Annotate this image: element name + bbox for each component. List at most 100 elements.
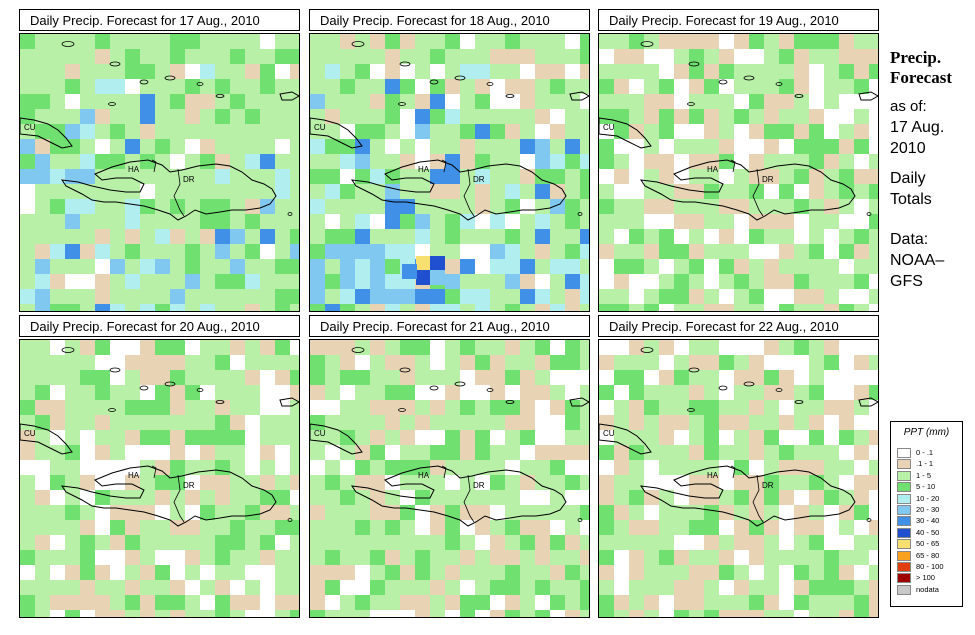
legend-entry: 50 - 65 — [897, 539, 961, 550]
island-outline — [196, 388, 204, 392]
panel-title: Daily Precip. Forecast for 22 Aug., 2010 — [598, 315, 879, 337]
island-outline — [215, 400, 225, 404]
country-border — [730, 465, 764, 523]
as-of-block: as of: 17 Aug. 2010 — [890, 96, 944, 159]
legend-label: nodata — [916, 584, 939, 594]
island-outline — [287, 212, 293, 216]
precip-map: CU HA DR — [309, 33, 590, 312]
precip-map: CU HA DR — [598, 33, 879, 312]
island-outline — [866, 518, 872, 522]
island-outline — [775, 388, 783, 392]
coastline — [639, 159, 856, 221]
country-label: HA — [707, 165, 719, 174]
legend-label: 40 - 50 — [916, 527, 940, 537]
legend-entry: 65 - 80 — [897, 550, 961, 562]
precip-grid: CU HA DR — [310, 34, 589, 311]
country-border — [441, 159, 475, 217]
legend-label: 30 - 40 — [916, 516, 940, 526]
coastline — [310, 117, 363, 149]
legend-entry: 10 - 20 — [897, 493, 961, 505]
island-outline — [486, 82, 494, 86]
precip-grid: CU HA DR — [310, 340, 589, 617]
country-label: CU — [603, 429, 615, 438]
legend-entry: 30 - 40 — [897, 516, 961, 527]
legend-label: 20 - 30 — [916, 505, 940, 514]
country-label: CU — [314, 123, 326, 132]
island-outline — [399, 367, 411, 373]
panel-title: Daily Precip. Forecast for 20 Aug., 2010 — [19, 315, 300, 337]
totals-line: Totals — [890, 191, 932, 208]
panel-title: Daily Precip. Forecast for 21 Aug., 2010 — [309, 315, 590, 337]
island-outline — [139, 385, 149, 391]
panel-title: Daily Precip. Forecast for 18 Aug., 2010 — [309, 9, 590, 31]
coastline — [60, 465, 277, 527]
legend-label: 5 - 10 — [916, 482, 936, 492]
island-outline — [429, 385, 439, 391]
island-outline — [196, 82, 204, 86]
island-outline — [688, 367, 700, 373]
precip-grid: CU HA DR — [20, 34, 299, 311]
legend-swatch — [897, 493, 911, 504]
precip-map: CU HA DR — [598, 339, 879, 618]
island-outline — [718, 385, 728, 391]
legend-entry: 5 - 10 — [897, 482, 961, 493]
coastline — [20, 117, 73, 149]
legend-label: 0 - .1 — [916, 448, 934, 457]
island-outline — [505, 94, 515, 98]
island-outline — [139, 79, 149, 85]
island-outline — [454, 75, 466, 81]
totals-block: Daily Totals — [890, 168, 932, 210]
legend-swatch — [897, 459, 911, 470]
island-outline — [109, 367, 121, 373]
island-outline — [398, 102, 406, 106]
island-outline — [215, 94, 225, 98]
country-border — [151, 159, 185, 217]
island-outline — [640, 347, 654, 353]
totals-line: Daily — [890, 170, 926, 187]
coastline — [350, 465, 567, 527]
legend-entry: 80 - 100 — [897, 562, 961, 573]
island-outline — [718, 79, 728, 85]
legend-entry: 40 - 50 — [897, 527, 961, 539]
legend-label: 65 - 80 — [916, 550, 940, 560]
coastline — [279, 397, 299, 407]
legend-label: 80 - 100 — [916, 562, 944, 571]
as-of-year: 2010 — [890, 140, 926, 157]
island-outline — [577, 518, 583, 522]
legend-swatch — [897, 516, 911, 527]
island-outline — [108, 408, 116, 412]
island-outline — [351, 41, 365, 47]
legend-swatch — [897, 562, 911, 572]
legend-label: 50 - 65 — [916, 539, 940, 549]
island-outline — [794, 94, 804, 98]
island-outline — [61, 41, 75, 47]
legend-entry: 20 - 30 — [897, 505, 961, 516]
island-outline — [109, 61, 121, 67]
country-label: CU — [24, 429, 36, 438]
country-label: DR — [762, 481, 774, 490]
island-outline — [505, 400, 515, 404]
legend-swatch — [897, 448, 911, 458]
precip-map: CU HA DR — [19, 33, 300, 312]
precip-map: CU HA DR — [309, 339, 590, 618]
legend-entry: nodata — [897, 584, 961, 596]
island-outline — [287, 518, 293, 522]
legend-swatch — [897, 584, 911, 595]
coastline — [60, 159, 277, 221]
legend-entry: .1 - 1 — [897, 459, 961, 470]
legend-entry: 1 - 5 — [897, 470, 961, 482]
legend-swatch — [897, 573, 911, 584]
country-label: DR — [473, 481, 485, 490]
island-outline — [454, 381, 466, 387]
country-border — [730, 159, 764, 217]
coastline — [639, 465, 856, 527]
country-label: HA — [418, 165, 430, 174]
data-source-line: Data: — [890, 231, 929, 248]
coastline — [350, 159, 567, 221]
coastline — [279, 91, 299, 101]
legend-entry: > 100 — [897, 573, 961, 584]
country-label: HA — [707, 471, 719, 480]
country-label: DR — [183, 481, 195, 490]
precip-grid: CU HA DR — [599, 34, 878, 311]
side-title-line: Forecast — [890, 68, 952, 87]
